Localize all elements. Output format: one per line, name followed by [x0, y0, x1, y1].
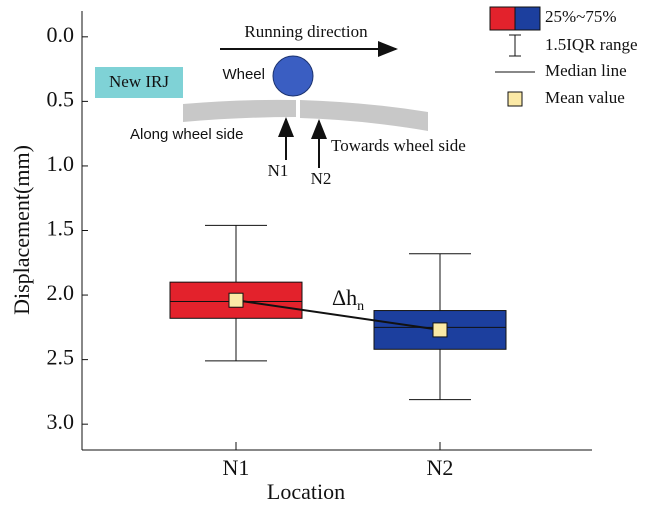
chart: Running direction Wheel New IRJ Along wh…: [0, 0, 663, 513]
joint-label: New IRJ: [109, 72, 169, 91]
mean-marker: [433, 323, 447, 337]
y-tick-label: 2.5: [47, 345, 75, 370]
right-side-label: Towards wheel side: [331, 136, 466, 155]
legend: 25%~75% 1.5IQR range Median line Mean va…: [490, 7, 638, 107]
point2-label: N2: [311, 169, 332, 188]
direction-label: Running direction: [244, 22, 368, 41]
legend-label: 25%~75%: [545, 7, 617, 26]
legend-mean: [508, 92, 522, 106]
x-axis-title: Location: [267, 479, 345, 504]
inset: Running direction Wheel New IRJ Along wh…: [95, 22, 466, 188]
y-tick-label: 3.0: [47, 409, 75, 434]
point1-label: N1: [268, 161, 289, 180]
x-tick-label: N2: [427, 455, 454, 480]
wheel: [273, 56, 313, 96]
legend-label: Mean value: [545, 88, 625, 107]
wheel-label: Wheel: [222, 66, 265, 83]
annotation-subscript: n: [357, 299, 364, 314]
legend-box-swatch: [515, 7, 540, 30]
y-tick-label: 1.5: [47, 216, 75, 241]
y-tick-label: 2.0: [47, 280, 75, 305]
legend-box-swatch: [490, 7, 515, 30]
y-axis-title: Displacement(mm): [9, 145, 34, 315]
y-tick-label: 0.0: [47, 22, 75, 47]
x-tick-label: N1: [223, 455, 250, 480]
rail-left: [183, 100, 296, 122]
y-tick-label: 0.5: [47, 86, 75, 111]
y-tick-label: 1.0: [47, 151, 75, 176]
legend-label: Median line: [545, 61, 627, 80]
annotation: Δhn: [332, 285, 364, 314]
left-side-label: Along wheel side: [130, 126, 243, 143]
legend-whisker: [509, 35, 521, 56]
legend-label: 1.5IQR range: [545, 35, 638, 54]
mean-marker: [229, 293, 243, 307]
annotation-text: Δh: [332, 285, 357, 310]
